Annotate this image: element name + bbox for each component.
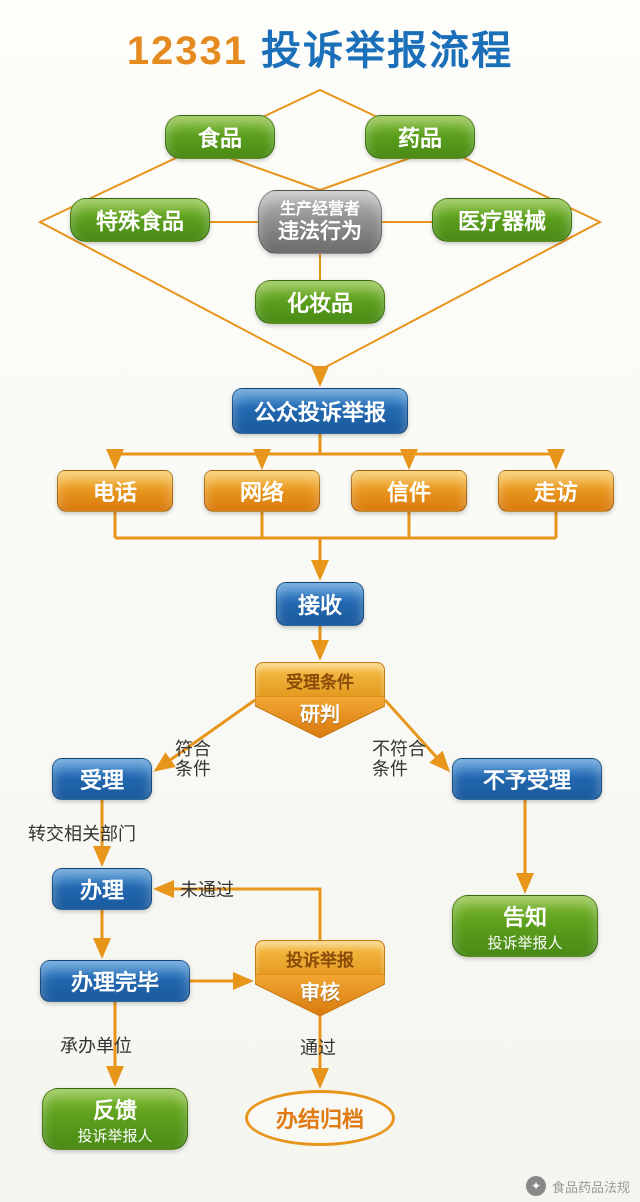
cat-drug: 药品 bbox=[365, 115, 475, 159]
ch-mail: 信件 bbox=[351, 470, 467, 512]
footer-watermark: ✦ 食品药品法规 bbox=[526, 1176, 630, 1196]
accept: 受理 bbox=[52, 758, 152, 800]
lbl-reject-cond: 不符合条件 bbox=[372, 740, 426, 780]
process: 办理 bbox=[52, 868, 152, 910]
shield2-main: 审核 bbox=[255, 976, 385, 1005]
shield-judge: 受理条件 研判 bbox=[255, 662, 385, 738]
cat-special: 特殊食品 bbox=[70, 198, 210, 242]
inform: 告知 投诉举报人 bbox=[452, 895, 598, 957]
reject: 不予受理 bbox=[452, 758, 602, 800]
feedback-main: 反馈 bbox=[93, 1093, 137, 1125]
cat-food: 食品 bbox=[165, 115, 275, 159]
ch-visit: 走访 bbox=[498, 470, 614, 512]
ch-phone: 电话 bbox=[57, 470, 173, 512]
inform-sub: 投诉举报人 bbox=[487, 932, 562, 953]
receive: 接收 bbox=[276, 582, 364, 626]
lbl-transfer: 转交相关部门 bbox=[28, 820, 136, 846]
ch-web: 网络 bbox=[204, 470, 320, 512]
hub-top: 生产经营者 bbox=[280, 200, 360, 219]
shield1-main: 研判 bbox=[255, 698, 385, 727]
archive: 办结归档 bbox=[245, 1090, 395, 1146]
wechat-icon: ✦ bbox=[526, 1176, 546, 1196]
process-done: 办理完毕 bbox=[40, 960, 190, 1002]
hub-main: 违法行为 bbox=[278, 219, 362, 244]
feedback: 反馈 投诉举报人 bbox=[42, 1088, 188, 1150]
lbl-unit: 承办单位 bbox=[60, 1032, 132, 1058]
shield2-top: 投诉举报 bbox=[255, 940, 385, 974]
cat-cosmetic: 化妆品 bbox=[255, 280, 385, 324]
cat-medical: 医疗器械 bbox=[432, 198, 572, 242]
shield1-top: 受理条件 bbox=[255, 662, 385, 696]
hub-node: 生产经营者 违法行为 bbox=[258, 190, 382, 254]
public-report: 公众投诉举报 bbox=[232, 388, 408, 434]
feedback-sub: 投诉举报人 bbox=[77, 1125, 152, 1146]
lbl-accept-cond: 符合条件 bbox=[175, 740, 211, 780]
inform-main: 告知 bbox=[503, 900, 547, 932]
lbl-pass: 通过 bbox=[300, 1034, 336, 1060]
lbl-fail: 未通过 bbox=[180, 876, 234, 902]
shield-review: 投诉举报 审核 bbox=[255, 940, 385, 1016]
footer-label: 食品药品法规 bbox=[552, 1177, 630, 1196]
